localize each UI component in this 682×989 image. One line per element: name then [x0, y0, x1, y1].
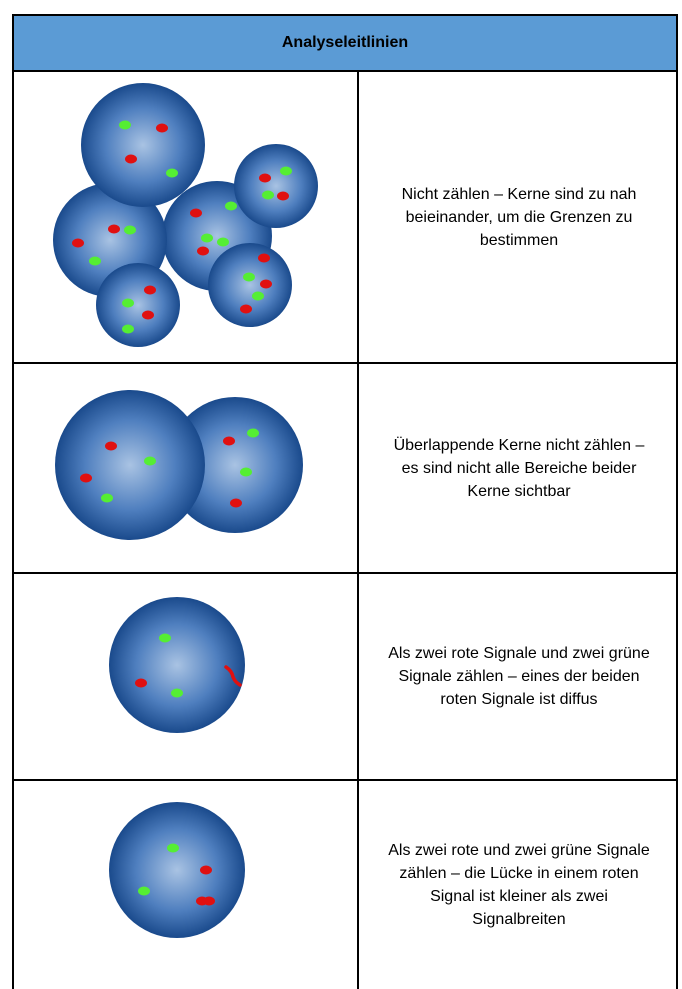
signal — [171, 688, 183, 698]
signal — [156, 123, 168, 133]
signal — [80, 473, 92, 483]
signal — [144, 456, 156, 466]
diffuse-signal — [224, 665, 242, 687]
signal — [122, 298, 134, 308]
cell-text: Als zwei rote und zwei grüne Signale zäh… — [388, 842, 650, 928]
signal — [262, 190, 274, 200]
border — [12, 572, 678, 574]
signal — [108, 224, 120, 234]
border — [12, 72, 14, 989]
signal — [217, 237, 229, 247]
signal — [119, 120, 131, 130]
signal — [190, 208, 202, 218]
signal — [258, 253, 270, 263]
signal — [135, 678, 147, 688]
table-header: Analyseleitlinien — [12, 14, 678, 72]
signal — [159, 633, 171, 643]
signal — [138, 886, 150, 896]
cell-text: Nicht zählen – Kerne sind zu nah beieina… — [401, 185, 637, 249]
signal — [240, 304, 252, 314]
cell-text: Als zwei rote Signale und zwei grüne Sig… — [388, 645, 650, 708]
signal — [144, 285, 156, 295]
signal — [101, 493, 113, 503]
nucleus — [96, 263, 180, 347]
nucleus — [208, 243, 292, 327]
signal — [201, 233, 213, 243]
signal — [223, 436, 235, 446]
cell-text: Überlappende Kerne nicht zählen – es sin… — [393, 436, 645, 500]
signal — [142, 310, 154, 320]
nucleus — [81, 83, 205, 207]
signal — [259, 173, 271, 183]
border — [12, 362, 678, 364]
signal — [124, 225, 136, 235]
signal — [277, 191, 289, 201]
signal — [240, 467, 252, 477]
signal — [89, 256, 101, 266]
nucleus — [109, 802, 245, 938]
signal — [203, 896, 215, 906]
signal — [243, 272, 255, 282]
signal — [105, 441, 117, 451]
signal — [197, 246, 209, 256]
signal — [122, 324, 134, 334]
signal — [260, 279, 272, 289]
signal — [252, 291, 264, 301]
signal — [167, 843, 179, 853]
nucleus — [234, 144, 318, 228]
nucleus — [167, 397, 303, 533]
border — [676, 72, 678, 989]
signal — [280, 166, 292, 176]
signal — [230, 498, 242, 508]
signal — [225, 201, 237, 211]
border — [12, 779, 678, 781]
signal — [166, 168, 178, 178]
signal — [247, 428, 259, 438]
nucleus — [55, 390, 205, 540]
signal — [200, 865, 212, 875]
signal — [125, 154, 137, 164]
border — [357, 72, 359, 989]
signal — [72, 238, 84, 248]
nucleus — [109, 597, 245, 733]
